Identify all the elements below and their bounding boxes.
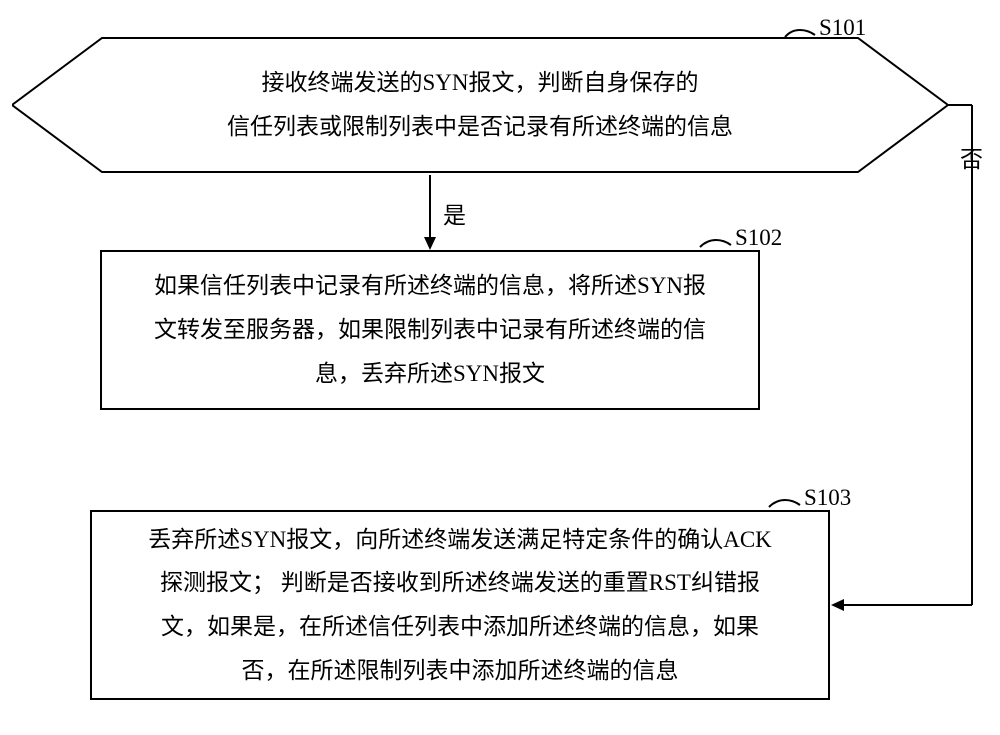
decision-text-line1: 接收终端发送的SYN报文，判断自身保存的 [261, 70, 698, 95]
decision-text-s101: 接收终端发送的SYN报文，判断自身保存的 信任列表或限制列表中是否记录有所述终端… [167, 41, 793, 168]
decision-text-line2: 信任列表或限制列表中是否记录有所述终端的信息 [227, 114, 733, 139]
flowchart-container: 接收终端发送的SYN报文，判断自身保存的 信任列表或限制列表中是否记录有所述终端… [0, 0, 1000, 735]
